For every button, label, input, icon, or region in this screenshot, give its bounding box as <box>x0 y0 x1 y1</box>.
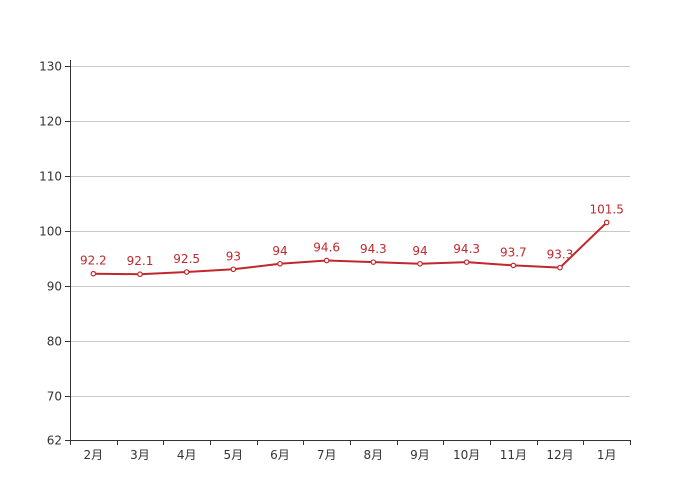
x-tick-label: 3月 <box>130 448 150 462</box>
data-point <box>90 270 97 277</box>
data-label: 94.3 <box>360 242 387 256</box>
data-label: 94.6 <box>313 240 340 254</box>
x-tick-label: 2月 <box>84 448 104 462</box>
x-tick-label: 6月 <box>270 448 290 462</box>
data-point <box>510 262 517 269</box>
data-point <box>277 260 283 267</box>
data-point <box>323 257 330 264</box>
series-line <box>90 219 610 278</box>
x-tick-label: 10月 <box>453 448 480 462</box>
data-label: 93 <box>226 249 241 263</box>
y-tick-label: 62 <box>47 434 62 448</box>
x-tick-label: 11月 <box>500 448 527 462</box>
gridlines <box>70 66 630 397</box>
data-point <box>137 271 143 278</box>
data-label: 92.1 <box>127 254 154 268</box>
y-tick-label: 70 <box>47 390 62 404</box>
data-point <box>370 259 377 265</box>
x-tick-label: 7月 <box>317 448 337 462</box>
x-tick-label: 8月 <box>364 448 384 462</box>
data-label: 93.7 <box>500 245 527 259</box>
data-point <box>463 259 470 265</box>
x-tick-label: 9月 <box>410 448 430 462</box>
y-tick-label: 120 <box>39 115 62 129</box>
data-point <box>183 269 190 275</box>
data-label: 94.3 <box>453 242 480 256</box>
x-tick-label: 1月 <box>597 448 617 462</box>
y-tick-label: 90 <box>47 280 62 294</box>
data-label: 101.5 <box>589 202 623 216</box>
y-tick-label: 110 <box>39 170 62 184</box>
data-label: 92.5 <box>173 252 200 266</box>
y-tick-label: 130 <box>39 60 62 74</box>
x-tick-label: 5月 <box>224 448 244 462</box>
data-point <box>417 260 423 267</box>
axes: 62 70 80 90 100 110 120 130 2月 3月 4月 5月 6月 7月 8月 9月 10月 1… <box>39 60 631 462</box>
data-point <box>557 264 563 271</box>
y-tick-label: 80 <box>47 335 62 349</box>
y-tick-label: 100 <box>39 225 62 239</box>
data-label: 94 <box>412 244 427 258</box>
series-line-path <box>93 221 608 276</box>
data-label: 93.3 <box>547 248 574 262</box>
data-labels: 92.2 92.1 92.5 93 94 94.6 94.3 94 94.3 93.7 93.3 10… <box>80 202 624 268</box>
data-label: 94 <box>272 244 287 258</box>
data-point <box>230 266 237 273</box>
data-point <box>603 219 610 226</box>
data-label: 92.2 <box>80 254 107 268</box>
x-tick-label: 4月 <box>177 448 197 462</box>
x-tick-label: 12月 <box>546 448 573 462</box>
